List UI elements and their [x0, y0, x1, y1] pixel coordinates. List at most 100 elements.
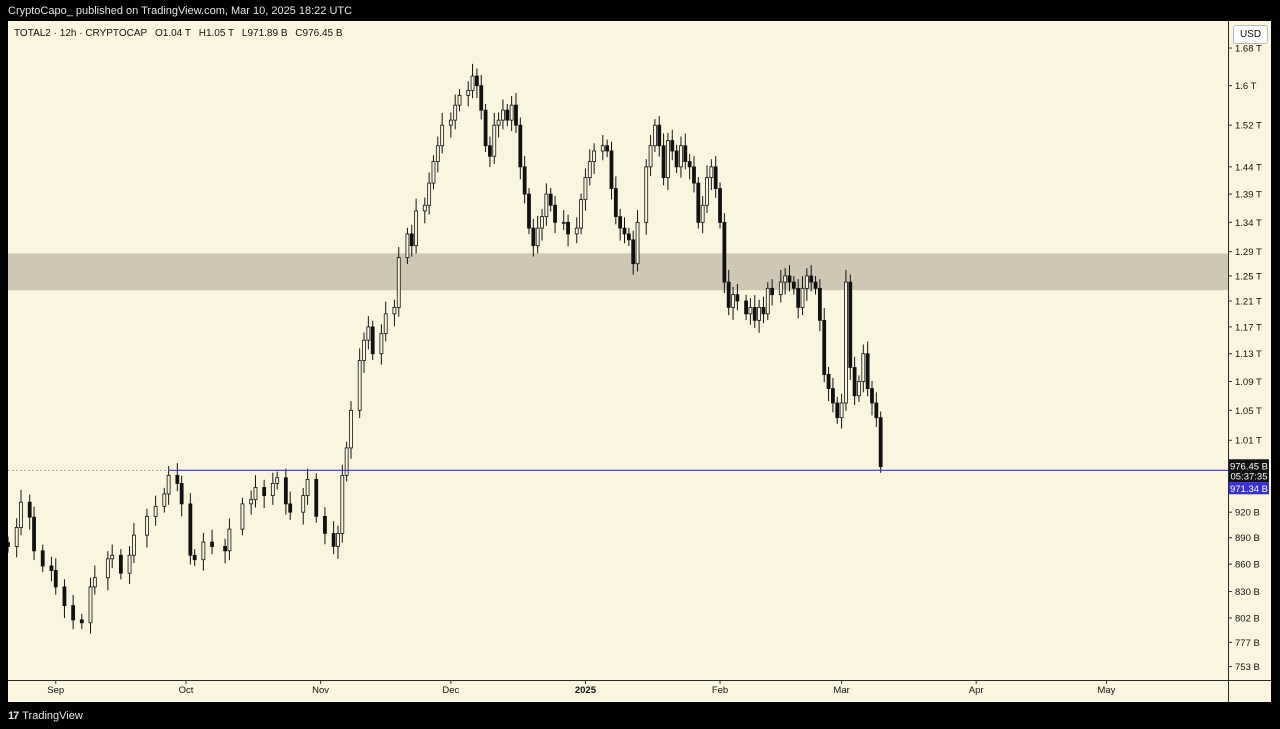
candle-body: [770, 287, 775, 296]
chart-frame[interactable]: 1.68 T 1.6 T 1.52 T 1.44 T 1.39 T 1.34 T 1.29 …: [8, 21, 1271, 702]
candle-body: [878, 417, 883, 468]
time-axis: Sep Oct Nov Dec 2025 Feb Mar Apr May: [47, 680, 1116, 696]
candle-body: [609, 150, 614, 189]
price-axis: 1.68 T 1.6 T 1.52 T 1.44 T 1.39 T 1.34 T 1.29 …: [1228, 44, 1262, 673]
candle-body: [392, 306, 397, 315]
candle-body: [848, 281, 853, 368]
candle-body: [692, 166, 696, 184]
candle-body: [88, 586, 93, 624]
candle-body: [870, 388, 874, 404]
candle-body: [323, 515, 327, 534]
candle-body: [8, 542, 10, 547]
candle-body: [613, 188, 618, 218]
candle-body: [683, 145, 688, 162]
candle-body: [249, 499, 254, 505]
legend-open: O1.04 T: [154, 28, 191, 39]
price-chart[interactable]: 1.68 T 1.6 T 1.52 T 1.44 T 1.39 T 1.34 T 1.29 …: [8, 21, 1271, 702]
candle-body: [40, 550, 45, 567]
candle-body: [687, 161, 692, 168]
currency-button[interactable]: USD: [1233, 25, 1268, 44]
price-tick-label: 777 B: [1235, 638, 1260, 649]
price-tick-label: 1.01 T: [1235, 436, 1262, 447]
candle-body: [548, 193, 553, 206]
candle-body: [587, 161, 592, 179]
symbol-legend[interactable]: TOTAL2 · 12h · CRYPTOCAP O1.04 T H1.05 T…: [14, 28, 348, 39]
candle-body: [566, 221, 570, 235]
candle-body: [787, 275, 792, 283]
candle-body: [713, 166, 718, 189]
candle-body: [527, 193, 531, 229]
candle-body: [592, 150, 597, 162]
time-tick-label: Apr: [969, 685, 984, 696]
price-tick-label: 1.21 T: [1235, 296, 1262, 307]
candle-body: [414, 210, 419, 247]
candle-body: [826, 374, 831, 389]
candle-body: [831, 388, 835, 404]
candle-body: [275, 477, 280, 484]
candle-body: [383, 313, 388, 334]
tradingview-logo[interactable]: 17 TradingView: [8, 710, 83, 722]
candle-body: [778, 281, 783, 296]
legend-symbol: TOTAL2 · 12h · CRYPTOCAP: [14, 28, 148, 39]
candle-body: [62, 586, 67, 606]
candle-body: [49, 565, 54, 571]
price-tick-label: 1.39 T: [1235, 190, 1262, 201]
candle-body: [501, 109, 505, 121]
time-tick-label: Mar: [833, 685, 849, 696]
candle-body: [227, 528, 232, 552]
candle-body: [757, 306, 762, 321]
candle-body: [431, 161, 436, 184]
candle-body: [192, 554, 197, 561]
candle-body: [127, 554, 132, 574]
price-tick-label: 1.34 T: [1235, 218, 1262, 229]
candle-body: [748, 306, 753, 315]
time-tick-label: May: [1097, 685, 1115, 696]
candle-body: [488, 145, 492, 157]
candle-body: [709, 166, 714, 179]
candle-body: [145, 515, 149, 536]
price-tick-label: 1.25 T: [1235, 271, 1262, 282]
candle-body: [79, 619, 84, 624]
legend-close: C976.45 B: [295, 28, 343, 39]
candle-body: [409, 233, 414, 247]
candle-body: [288, 503, 293, 513]
candle-body: [835, 402, 840, 419]
candle-body: [661, 145, 666, 179]
candle-body: [14, 527, 19, 547]
candle-body: [574, 227, 579, 235]
candle-body: [535, 227, 540, 247]
candle-body: [396, 257, 401, 308]
candle-body: [223, 546, 227, 552]
candle-body: [735, 294, 740, 302]
resistance-zone: [8, 253, 1228, 291]
candle-body: [448, 119, 453, 126]
candle-body: [561, 221, 566, 224]
candle-body: [813, 281, 818, 289]
last-price-label: 976.45 B: [1230, 461, 1268, 472]
candle-body: [579, 199, 583, 229]
time-tick-label: Feb: [712, 685, 728, 696]
candle-body: [331, 533, 336, 547]
candle-body: [162, 493, 167, 507]
candle-body: [466, 90, 471, 96]
candle-body: [457, 94, 462, 106]
price-axis-divider: [1228, 21, 1229, 702]
candle-body: [132, 534, 136, 556]
candle-body: [179, 483, 184, 505]
candle-body: [583, 177, 588, 201]
price-tick-label: 1.17 T: [1235, 322, 1262, 333]
candle-body: [509, 104, 514, 121]
last-price-tag: [1229, 459, 1269, 483]
candle-body: [262, 487, 267, 497]
candle-body: [822, 319, 827, 375]
candle-body: [474, 75, 479, 87]
tradingview-brand: TradingView: [22, 710, 83, 722]
candle-body: [626, 233, 631, 241]
candle-body: [270, 483, 275, 497]
candle-body: [857, 381, 861, 397]
price-tick-label: 1.09 T: [1235, 377, 1262, 388]
candle-body: [705, 177, 709, 206]
candle-body: [800, 287, 805, 308]
price-tick-label: 802 B: [1235, 613, 1260, 624]
candle-body: [809, 275, 814, 283]
